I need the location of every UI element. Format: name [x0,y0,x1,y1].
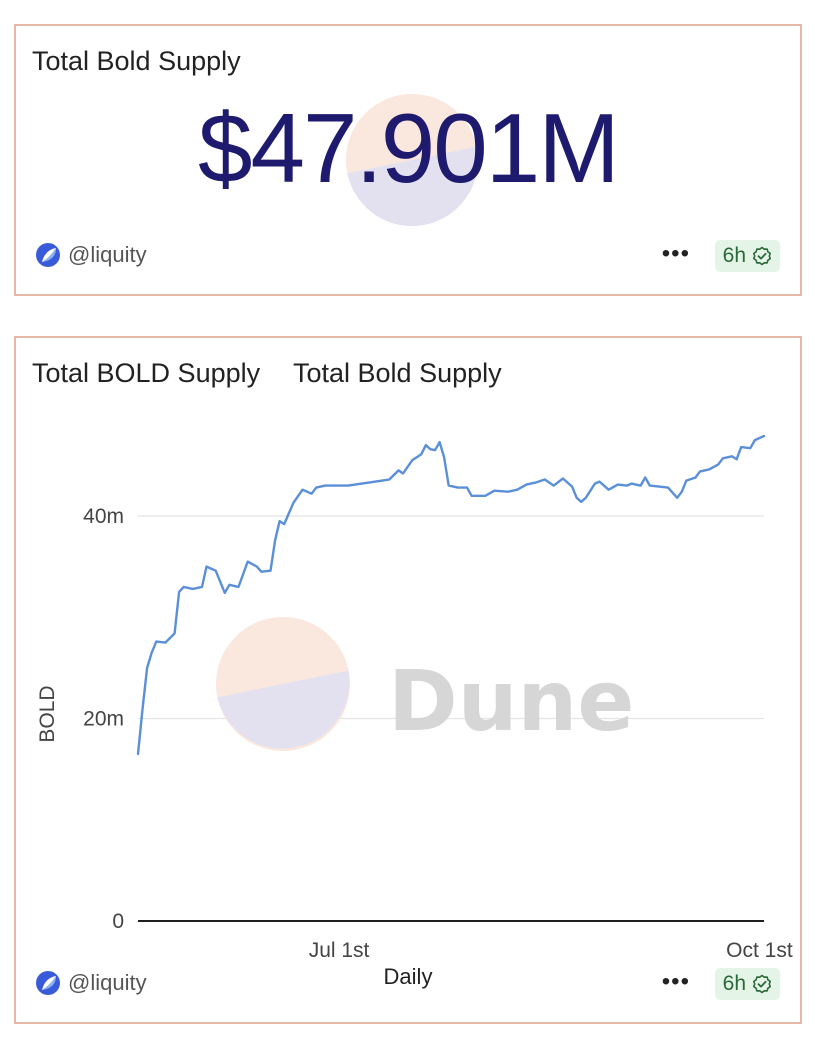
x-tick-label: Oct 1st [726,939,793,958]
chart-title: Total BOLD Supply [32,358,261,388]
counter-card: Total Bold Supply $47.901M @liquity ••• … [14,24,802,296]
chart-footer: @liquity ••• 6h [36,968,780,1002]
watermark: Dune [216,617,634,751]
freshness-label: 6h [722,244,746,267]
chart-subtitle: Total Bold Supply [293,358,502,388]
series-line [136,434,766,756]
x-axis-title: Daily [383,964,433,989]
counter-body: $47.901M [16,90,800,230]
counter-footer: @liquity ••• 6h [36,240,780,274]
liquity-avatar-icon [36,971,60,995]
x-tick-label: Jul 1st [309,939,370,958]
line-chart: Dune 0 20m 40m Jul 1st Oct 1st BOLD [36,434,793,958]
y-tick-label: 0 [112,910,124,933]
author-link[interactable]: @liquity [36,242,147,268]
freshness-badge[interactable]: 6h [714,240,780,272]
freshness-badge[interactable]: 6h [714,968,780,1000]
verified-check-icon [753,246,771,266]
y-axis-title: BOLD [36,685,59,742]
y-tick-label: 40m [83,505,124,528]
liquity-avatar-icon [36,243,60,267]
counter-title: Total Bold Supply [32,46,241,76]
y-tick-label: 20m [83,708,124,731]
dune-logo-icon [346,94,478,226]
watermark-text: Dune [388,652,634,750]
verified-check-icon [753,974,771,994]
author-link[interactable]: @liquity [36,970,147,996]
chart-card: Total BOLD Supply Total Bold Supply Dune… [14,336,802,1024]
freshness-label: 6h [722,972,746,995]
author-name: @liquity [68,242,147,267]
more-options-button[interactable]: ••• [661,968,690,995]
counter-value: $47.901M [198,93,620,203]
more-options-button[interactable]: ••• [661,240,690,267]
author-name: @liquity [68,970,147,995]
